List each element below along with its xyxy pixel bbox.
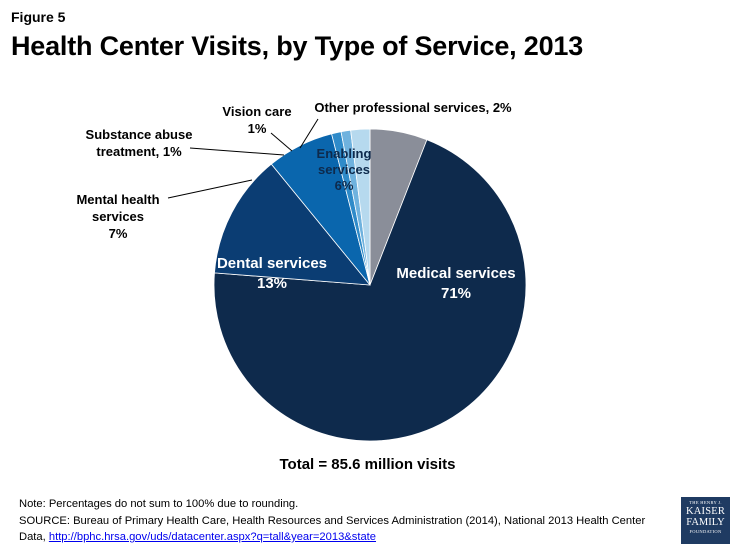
leader-line-mental — [167, 179, 253, 199]
slice-label-dental: Dental services 13% — [217, 255, 327, 292]
leader-line-substance — [189, 147, 285, 156]
leader-line-other — [299, 118, 319, 149]
chart-title: Health Center Visits, by Type of Service… — [11, 31, 584, 61]
slice-label-substance: Substance abuse treatment, 1% — [86, 127, 193, 159]
source-link[interactable]: http://bphc.hrsa.gov/uds/datacenter.aspx… — [48, 531, 377, 543]
logo-line-3: FAMILY — [686, 517, 725, 528]
footnote: Note: Percentages do not sum to 100% due… — [19, 496, 659, 546]
leader-lines — [167, 118, 319, 199]
slice-label-mental: Mental health services 7% — [76, 192, 159, 241]
note-text: Note: Percentages do not sum to 100% due… — [19, 498, 299, 510]
slice-label-enabling: Enabling services 6% — [317, 146, 372, 193]
source-text: SOURCE: Bureau of Primary Health Care, H… — [19, 513, 659, 546]
figure-label: Figure 5 — [11, 9, 66, 25]
pie-slice-medical — [213, 139, 527, 442]
leader-line-vision — [270, 132, 293, 152]
logo-line-1: THE HENRY J. — [689, 500, 722, 505]
slice-label-medical: Medical services 71% — [396, 265, 515, 302]
pie-slice-other — [350, 128, 371, 286]
kff-logo: THE HENRY J. KAISER FAMILY FOUNDATION — [681, 497, 730, 544]
logo-line-2: KAISER — [685, 506, 726, 517]
pie-slices — [213, 128, 527, 442]
pie-slice-dental — [214, 163, 371, 286]
slice-labels: Enabling services 6% Medical services 71% Den… — [76, 100, 515, 302]
slice-label-other: Other professional services, 2% — [314, 100, 512, 115]
source-prefix: SOURCE: Bureau of Primary Health Care, H… — [19, 514, 646, 544]
total-label: Total = 85.6 million visits — [279, 456, 456, 473]
logo-line-4: FOUNDATION — [689, 529, 722, 534]
slice-label-vision: Vision care 1% — [222, 104, 291, 136]
